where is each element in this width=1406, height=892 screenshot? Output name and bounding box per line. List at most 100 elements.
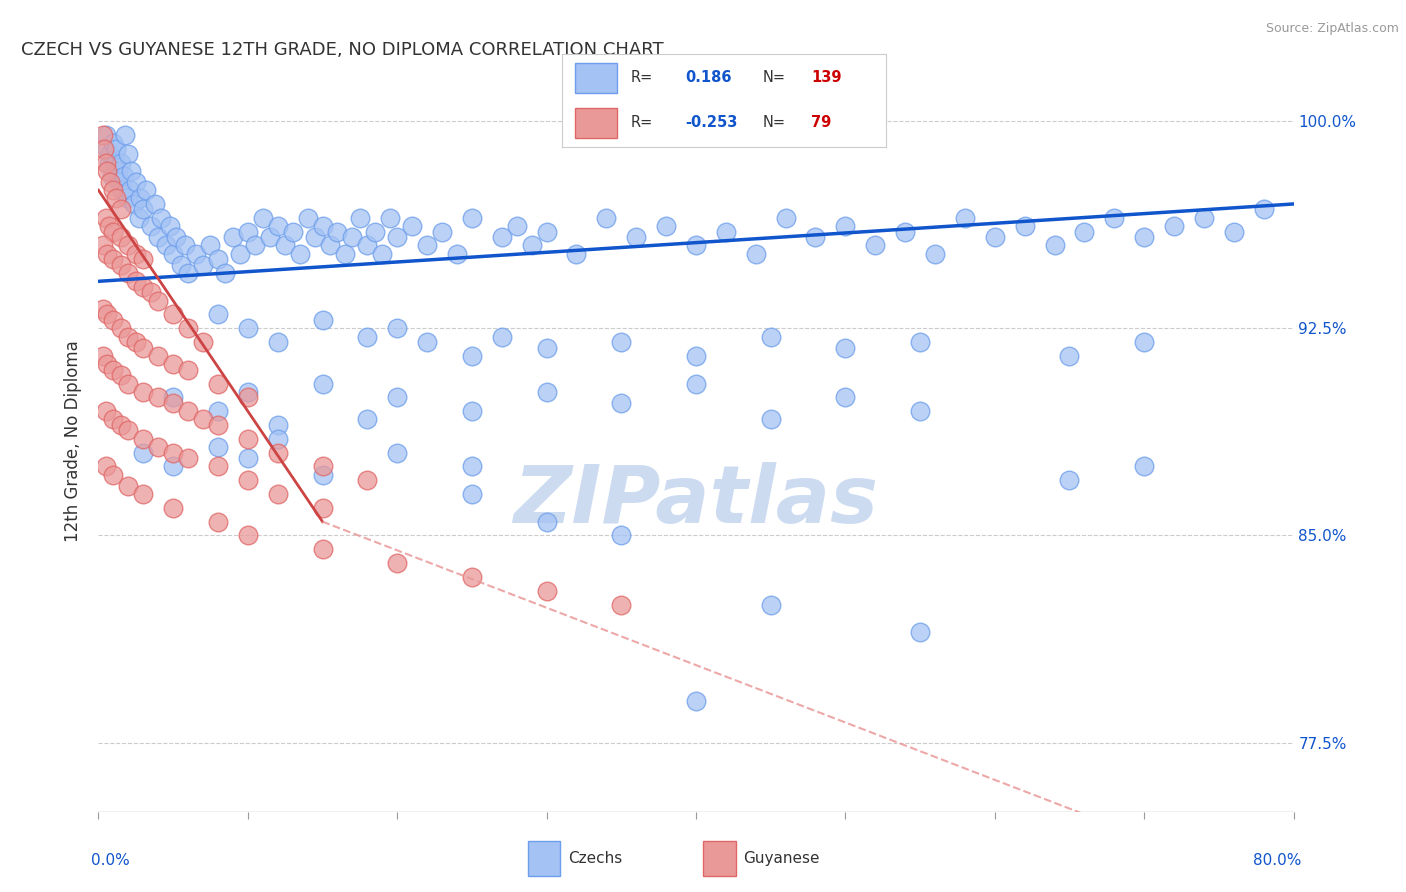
Point: [108, 175, 131, 189]
Point: [177, 451, 200, 466]
Point: [100, 175, 122, 189]
Point: [536, 341, 558, 355]
Point: [385, 230, 409, 244]
Point: [491, 230, 513, 244]
Point: [610, 528, 633, 542]
Point: [446, 246, 468, 260]
Point: [401, 219, 423, 233]
Point: [356, 473, 378, 487]
Point: [1133, 335, 1156, 350]
Point: [364, 225, 387, 239]
Point: [125, 246, 148, 260]
Point: [610, 598, 633, 612]
Point: [1133, 459, 1156, 474]
Point: [297, 211, 319, 225]
Point: [1043, 238, 1066, 252]
Point: [685, 694, 707, 708]
Point: [311, 376, 333, 391]
Point: [267, 335, 290, 350]
Point: [177, 266, 200, 280]
Point: [162, 390, 184, 404]
Point: [96, 163, 118, 178]
Point: [148, 390, 170, 404]
Point: [91, 238, 114, 252]
Point: [101, 169, 124, 184]
Point: [139, 285, 162, 300]
Point: [236, 321, 259, 335]
Point: [745, 246, 768, 260]
Point: [143, 197, 166, 211]
Point: [311, 459, 333, 474]
Point: [908, 404, 931, 418]
Point: [281, 225, 304, 239]
Text: 80.0%: 80.0%: [1253, 853, 1301, 868]
Point: [506, 219, 529, 233]
Point: [461, 487, 484, 501]
Point: [430, 225, 453, 239]
Point: [114, 128, 136, 142]
Point: [326, 225, 349, 239]
Point: [491, 329, 513, 343]
Point: [110, 155, 132, 169]
Point: [162, 357, 184, 371]
Point: [626, 230, 648, 244]
Point: [759, 598, 782, 612]
Point: [91, 349, 114, 363]
Point: [1222, 225, 1246, 239]
Point: [267, 487, 290, 501]
Point: [125, 274, 148, 288]
Point: [117, 147, 139, 161]
Point: [132, 280, 155, 294]
Point: [1133, 230, 1156, 244]
Point: [96, 357, 118, 371]
Point: [274, 238, 297, 252]
Point: [96, 142, 118, 156]
Point: [207, 417, 229, 432]
Point: [150, 211, 173, 225]
Point: [655, 219, 678, 233]
Point: [236, 473, 259, 487]
Point: [461, 570, 484, 584]
Point: [252, 211, 274, 225]
Point: [311, 467, 333, 482]
Bar: [527, 841, 561, 876]
Point: [159, 219, 181, 233]
Point: [311, 542, 333, 557]
Point: [132, 384, 155, 399]
Point: [148, 230, 170, 244]
Point: [759, 329, 782, 343]
Point: [120, 163, 142, 178]
Point: [103, 225, 125, 239]
Y-axis label: 12th Grade, No Diploma: 12th Grade, No Diploma: [65, 341, 83, 542]
Point: [378, 211, 401, 225]
Point: [110, 230, 132, 244]
Point: [191, 412, 214, 426]
Point: [214, 266, 236, 280]
Point: [191, 335, 214, 350]
Point: [97, 219, 120, 233]
Point: [103, 412, 125, 426]
Point: [984, 230, 1007, 244]
Point: [385, 390, 409, 404]
Point: [267, 432, 290, 446]
Point: [117, 266, 139, 280]
Point: [174, 238, 197, 252]
Point: [125, 175, 148, 189]
Point: [536, 225, 558, 239]
Point: [103, 313, 125, 327]
Text: ZIPatlas: ZIPatlas: [513, 462, 879, 540]
Point: [245, 238, 267, 252]
Point: [110, 368, 132, 383]
Point: [685, 376, 707, 391]
Point: [304, 230, 326, 244]
Point: [103, 362, 125, 376]
Point: [177, 321, 200, 335]
Point: [610, 335, 633, 350]
Text: 0.0%: 0.0%: [91, 853, 129, 868]
Point: [349, 211, 371, 225]
Text: 79: 79: [811, 115, 832, 130]
Point: [162, 500, 184, 515]
Point: [319, 238, 342, 252]
Point: [115, 191, 138, 205]
Point: [100, 147, 122, 161]
